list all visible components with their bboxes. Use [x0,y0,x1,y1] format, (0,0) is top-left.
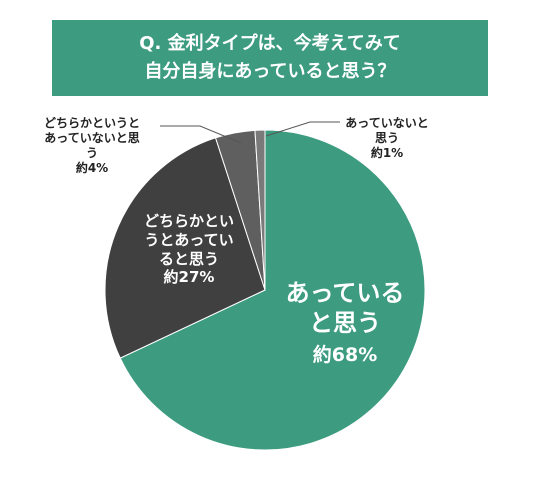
category-label: あっていると思う [285,279,405,337]
category-label: あっていないと思う [345,116,429,145]
slice-label: あっていないと思う 約1% [342,116,432,161]
slice-label: どちらかというとあっていると思う 約27% [130,212,248,287]
category-label: どちらかというとあっていないと思う [43,116,140,160]
value-label: 約68% [312,344,378,366]
category-label: どちらかというとあっていると思う [143,212,234,268]
slice-label: あっていると思う約68% [280,278,410,368]
value-label: 約1% [370,146,404,160]
value-label: 約4% [75,161,109,175]
slice-label: どちらかというとあっていないと思う 約4% [42,116,142,176]
pie-slice [104,137,266,359]
value-label: 約27% [163,268,215,287]
pie-slice [119,129,426,451]
leader-line [160,125,242,144]
chart-title: Q. 金利タイプは、今考えてみて [139,32,401,54]
leader-line [265,121,340,137]
pie-slice [254,129,266,291]
title-box [52,20,488,96]
chart-title: 自分自身にあっていると思う？ [144,60,395,82]
